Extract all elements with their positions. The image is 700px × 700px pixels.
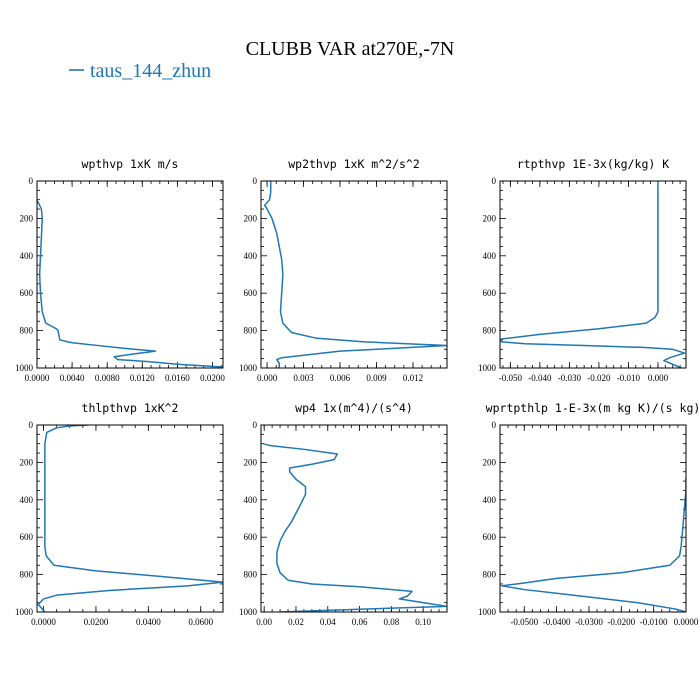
y-tick-label: 800 <box>483 326 497 336</box>
panel-title: rtpthvp 1E-3x(kg/kg) K <box>517 157 669 171</box>
panel-title: wp2thvp 1xK m^2/s^2 <box>288 157 420 171</box>
plot-frame <box>36 180 224 369</box>
x-tick-label: -0.0400 <box>543 617 571 627</box>
x-tick-label: 0.10 <box>415 617 431 627</box>
legend-label: taus_144_zhun <box>90 60 211 82</box>
x-tick-label: 0.0120 <box>130 373 155 383</box>
y-tick-label: 0 <box>29 420 34 430</box>
y-tick-label: 800 <box>244 326 258 336</box>
y-tick-label: 200 <box>244 213 258 223</box>
y-tick-label: 600 <box>20 532 34 542</box>
y-tick-label: 400 <box>483 251 497 261</box>
profile-line-1 <box>263 181 447 368</box>
figure-title: CLUBB VAR at270E,-7N <box>246 38 455 60</box>
y-tick-label: 0 <box>253 176 258 186</box>
x-tick-label: 0.0400 <box>136 617 161 627</box>
x-tick-label: -0.0100 <box>640 617 668 627</box>
x-tick-label: 0.0040 <box>60 373 85 383</box>
y-tick-label: 800 <box>483 570 497 580</box>
x-tick-label: -0.020 <box>587 373 611 383</box>
y-tick-label: 600 <box>483 532 497 542</box>
x-tick-label: -0.040 <box>528 373 552 383</box>
x-tick-label: 0.0080 <box>95 373 120 383</box>
x-tick-label: 0.012 <box>403 373 423 383</box>
y-tick-label: 400 <box>20 495 34 505</box>
x-tick-label: 0.006 <box>330 373 351 383</box>
x-tick-label: -0.050 <box>499 373 523 383</box>
y-tick-label: 200 <box>20 457 34 467</box>
y-tick-label: 0 <box>492 176 497 186</box>
x-tick-label: 0.0000 <box>31 617 56 627</box>
y-tick-label: 200 <box>483 213 497 223</box>
y-tick-label: 400 <box>20 251 34 261</box>
y-tick-label: 0 <box>492 420 497 430</box>
y-tick-label: 800 <box>244 570 258 580</box>
profile-line-1 <box>37 200 223 368</box>
plot-frame <box>260 180 448 369</box>
x-tick-label: 0.0200 <box>84 617 109 627</box>
y-tick-label: 200 <box>20 213 34 223</box>
chart-panel-4: thlpthvp 1xK^2 0.0000 0.0200 0.0400 0.0600 0 2… <box>15 401 224 627</box>
x-tick-label: 0.08 <box>383 617 399 627</box>
y-tick-label: 0 <box>29 176 34 186</box>
profile-line-1 <box>37 425 223 612</box>
x-tick-label: 0.0000 <box>674 617 699 627</box>
panel-title: wpthvp 1xK m/s <box>82 157 179 171</box>
panel-title: wprtpthlp 1-E-3x(m kg K)/(s kg) <box>486 401 700 415</box>
x-tick-label: 0.0000 <box>25 373 50 383</box>
x-tick-label: 0.000 <box>648 373 669 383</box>
profile-line-1 <box>500 477 686 612</box>
x-tick-label: -0.0500 <box>510 617 538 627</box>
y-tick-label: 600 <box>20 288 34 298</box>
x-tick-label: 0.000 <box>257 373 278 383</box>
x-tick-label: 0.0200 <box>200 373 225 383</box>
y-tick-label: 400 <box>483 495 497 505</box>
y-tick-label: 800 <box>20 570 34 580</box>
x-tick-label: 0.0160 <box>165 373 190 383</box>
y-tick-label: 400 <box>244 495 258 505</box>
chart-panel-6: wprtpthlp 1-E-3x(m kg K)/(s kg) -0.0500 -0… <box>478 401 700 627</box>
chart-panel-1: wpthvp 1xK m/s 0.0000 0.0040 0.0080 0.0120 0.… <box>15 157 225 383</box>
x-tick-label: -0.030 <box>558 373 582 383</box>
x-tick-label: 0.003 <box>293 373 314 383</box>
x-tick-label: 0.0600 <box>188 617 213 627</box>
chart-panel-3: rtpthvp 1E-3x(kg/kg) K -0.050 -0.040 -0.030… <box>478 157 687 383</box>
x-tick-label: 0.04 <box>320 617 336 627</box>
plot-frame <box>36 424 224 613</box>
x-tick-label: 0.009 <box>366 373 387 383</box>
y-tick-label: 1000 <box>478 607 497 617</box>
y-tick-label: 0 <box>253 420 258 430</box>
y-tick-label: 800 <box>20 326 34 336</box>
y-tick-label: 600 <box>244 532 258 542</box>
y-tick-label: 1000 <box>239 363 258 373</box>
panel-title: wp4 1x(m^4)/(s^4) <box>295 401 413 415</box>
profile-line-1 <box>500 181 686 368</box>
y-tick-label: 200 <box>244 457 258 467</box>
y-tick-label: 1000 <box>15 363 34 373</box>
y-tick-label: 600 <box>244 288 258 298</box>
plot-frame <box>499 180 687 369</box>
plot-frame <box>260 424 448 613</box>
x-tick-label: 0.02 <box>288 617 304 627</box>
panel-grid: wpthvp 1xK m/s0.0000 0.0040 0.0080 0.0120 0.… <box>15 157 700 627</box>
plot-frame <box>499 424 687 613</box>
y-tick-label: 1000 <box>239 607 258 617</box>
y-tick-label: 400 <box>244 251 258 261</box>
chart-panel-5: wp4 1x(m^4)/(s^4) 0.00 0.02 0.04 0.06 0.08 0.1… <box>239 401 448 627</box>
y-tick-label: 1000 <box>15 607 34 617</box>
panel-title: thlpthvp 1xK^2 <box>82 401 179 415</box>
chart-panel-2: wp2thvp 1xK m^2/s^2 0.000 0.003 0.006 0.009 0… <box>239 157 448 383</box>
figure-legend: taus_144_zhun <box>69 60 211 82</box>
y-tick-label: 600 <box>483 288 497 298</box>
profile-line-1 <box>263 443 447 612</box>
y-tick-label: 200 <box>483 457 497 467</box>
x-tick-label: -0.0300 <box>575 617 603 627</box>
x-tick-label: -0.0200 <box>607 617 635 627</box>
x-tick-label: -0.010 <box>617 373 641 383</box>
x-tick-label: 0.06 <box>352 617 368 627</box>
x-tick-label: 0.00 <box>256 617 272 627</box>
y-tick-label: 1000 <box>478 363 497 373</box>
